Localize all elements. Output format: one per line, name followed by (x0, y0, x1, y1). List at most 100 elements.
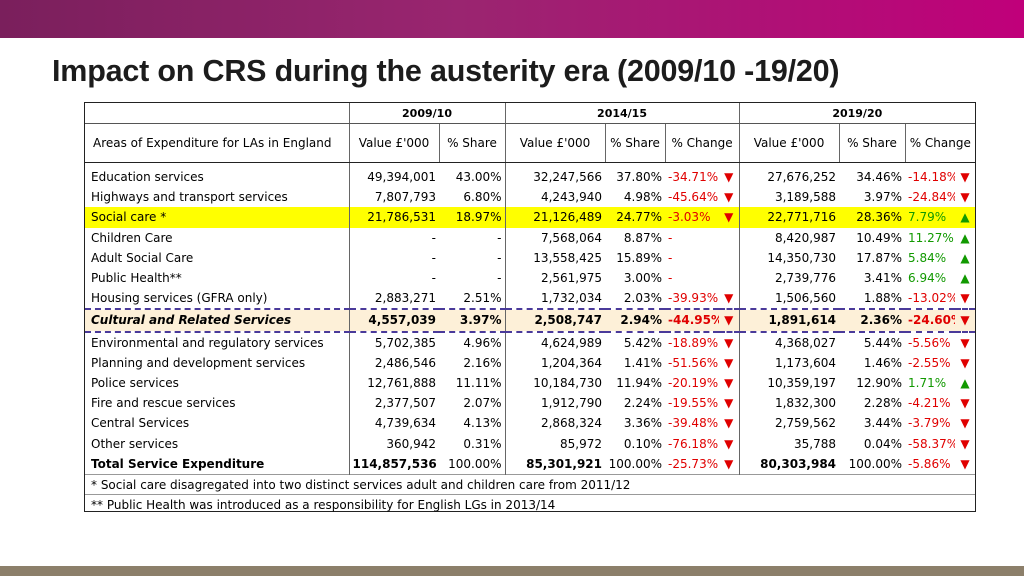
footnote: ** Public Health was introduced as a res… (85, 494, 976, 515)
value-cell: 3,189,588 (774, 190, 837, 205)
table-row: Other services 360,942 0.31% 85,972 0.10% -76… (85, 433, 975, 454)
value-cell: 2,759,562 (774, 416, 837, 431)
share-cell: 3.00% (623, 271, 663, 286)
share-cell: 3.44% (863, 416, 903, 431)
share-cell: 37.80% (616, 170, 663, 185)
value-cell: 1,173,604 (774, 355, 837, 370)
share-cell: 43.00% (439, 162, 506, 188)
slide-title: Impact on CRS during the austerity era (… (52, 54, 840, 88)
change-cell: -13.02% (908, 291, 956, 306)
value-cell: 22,771,716 (739, 207, 840, 228)
change-arrow-icon: ▼ (960, 396, 970, 411)
share-cell: 4.13% (439, 413, 506, 434)
share-cell: 2.16% (439, 352, 506, 373)
change-cell: -4.21% (908, 396, 951, 411)
table-row: Environmental and regulatory services 5,7… (85, 331, 975, 353)
value-cell: - (431, 230, 436, 245)
change-arrow-icon: ▼ (960, 416, 970, 431)
share-cell: - (439, 267, 506, 289)
change-arrow-icon: ▼ (960, 436, 970, 451)
share-cell: 0.31% (439, 433, 506, 454)
value-cell: 1,204,364 (540, 355, 603, 370)
bottom-bar (0, 566, 1024, 576)
share-cell: 0.10% (623, 436, 663, 451)
value-cell: 2,377,507 (374, 396, 436, 411)
column-header-change: % Change (905, 123, 976, 163)
row-label: Central Services (85, 413, 350, 434)
row-label: Police services (85, 372, 350, 394)
change-arrow-icon: ▼ (719, 352, 740, 373)
row-label: Adult Social Care (85, 247, 350, 268)
value-cell: 5,702,385 (374, 335, 436, 350)
change-arrow-icon: ▼ (719, 187, 740, 208)
change-cell: -5.86% (908, 456, 951, 471)
change-cell: -5.56% (908, 335, 951, 350)
value-cell: 85,301,921 (526, 456, 603, 471)
change-cell: 1.71% (908, 375, 947, 390)
share-cell: 15.89% (616, 250, 663, 265)
value-cell: - (431, 250, 436, 265)
column-header-share: % Share (839, 123, 906, 163)
change-arrow-icon (719, 247, 740, 268)
table-row: Children Care - -7,568,064 8.87% -8,420,987 1… (85, 227, 975, 248)
share-cell: 2.03% (623, 291, 663, 306)
change-cell: -20.19% (668, 375, 719, 390)
table-row: Social care * 21,786,531 18.97% 21,126,489 2… (85, 207, 976, 228)
value-cell: 13,558,425 (533, 250, 603, 265)
change-cell: -3.79% (908, 416, 951, 431)
row-label: Planning and development services (85, 352, 350, 373)
share-cell: 2.24% (623, 396, 663, 411)
change-arrow-icon: ▼ (960, 456, 970, 471)
change-cell: -44.95% (665, 308, 720, 333)
column-header-value: Value £'000 (739, 123, 840, 163)
column-header-area: Areas of Expenditure for LAs in England (85, 123, 350, 163)
row-label: Housing services (GFRA only) (85, 288, 350, 310)
table-row: Total Service Expenditure 114,857,536 100.… (85, 453, 975, 475)
change-cell: -76.18% (668, 436, 719, 451)
row-label: Children Care (85, 227, 350, 248)
change-cell: 5.84% (908, 250, 947, 265)
table-row: Cultural and Related Services 4,557,039 3.… (85, 308, 976, 333)
table-row: Highways and transport services 7,807,793… (85, 187, 975, 208)
change-cell: -39.48% (668, 416, 719, 431)
share-cell: 34.46% (856, 170, 903, 185)
change-cell: -19.55% (668, 396, 719, 411)
table-row: Planning and development services 2,486,5… (85, 352, 975, 373)
share-cell: - (439, 227, 506, 248)
change-arrow-icon: ▼ (719, 308, 740, 333)
column-header-value: Value £'000 (505, 123, 606, 163)
share-cell: 1.88% (863, 291, 903, 306)
period-header-row: 2009/10 2014/15 2019/20 (85, 103, 976, 124)
change-cell: - (668, 250, 673, 265)
change-arrow-icon: ▼ (960, 291, 970, 306)
change-arrow-icon: ▼ (719, 413, 740, 434)
change-cell: 11.27% (908, 230, 954, 245)
share-cell: 5.44% (863, 335, 903, 350)
change-arrow-icon: ▼ (719, 372, 740, 394)
value-cell: 2,883,271 (374, 291, 436, 306)
row-label: Public Health** (85, 267, 350, 289)
footnote-row: ** Public Health was introduced as a res… (85, 494, 976, 515)
column-header-value: Value £'000 (349, 123, 440, 163)
value-cell: 2,868,324 (540, 416, 603, 431)
change-arrow-icon (719, 267, 740, 289)
share-cell: - (439, 247, 506, 268)
row-label: Social care * (85, 207, 350, 228)
row-label: Highways and transport services (85, 187, 350, 208)
change-cell: -24.60% (905, 308, 956, 333)
share-cell: 1.46% (863, 355, 903, 370)
value-cell: 114,857,536 (352, 456, 437, 471)
row-label: Fire and rescue services (85, 393, 350, 414)
value-cell: 4,739,634 (374, 416, 436, 431)
value-cell: 8,420,987 (774, 230, 837, 245)
empty-header-cell (85, 103, 350, 124)
value-cell: 32,247,566 (533, 170, 603, 185)
share-cell: 4.96% (439, 331, 506, 353)
value-cell: 7,807,793 (374, 190, 436, 205)
value-cell: 1,891,614 (739, 308, 840, 333)
row-label: Education services (85, 162, 350, 188)
change-cell: -2.55% (908, 355, 951, 370)
column-header-share: % Share (439, 123, 506, 163)
value-cell: - (431, 271, 436, 286)
change-cell: -45.64% (668, 190, 719, 205)
